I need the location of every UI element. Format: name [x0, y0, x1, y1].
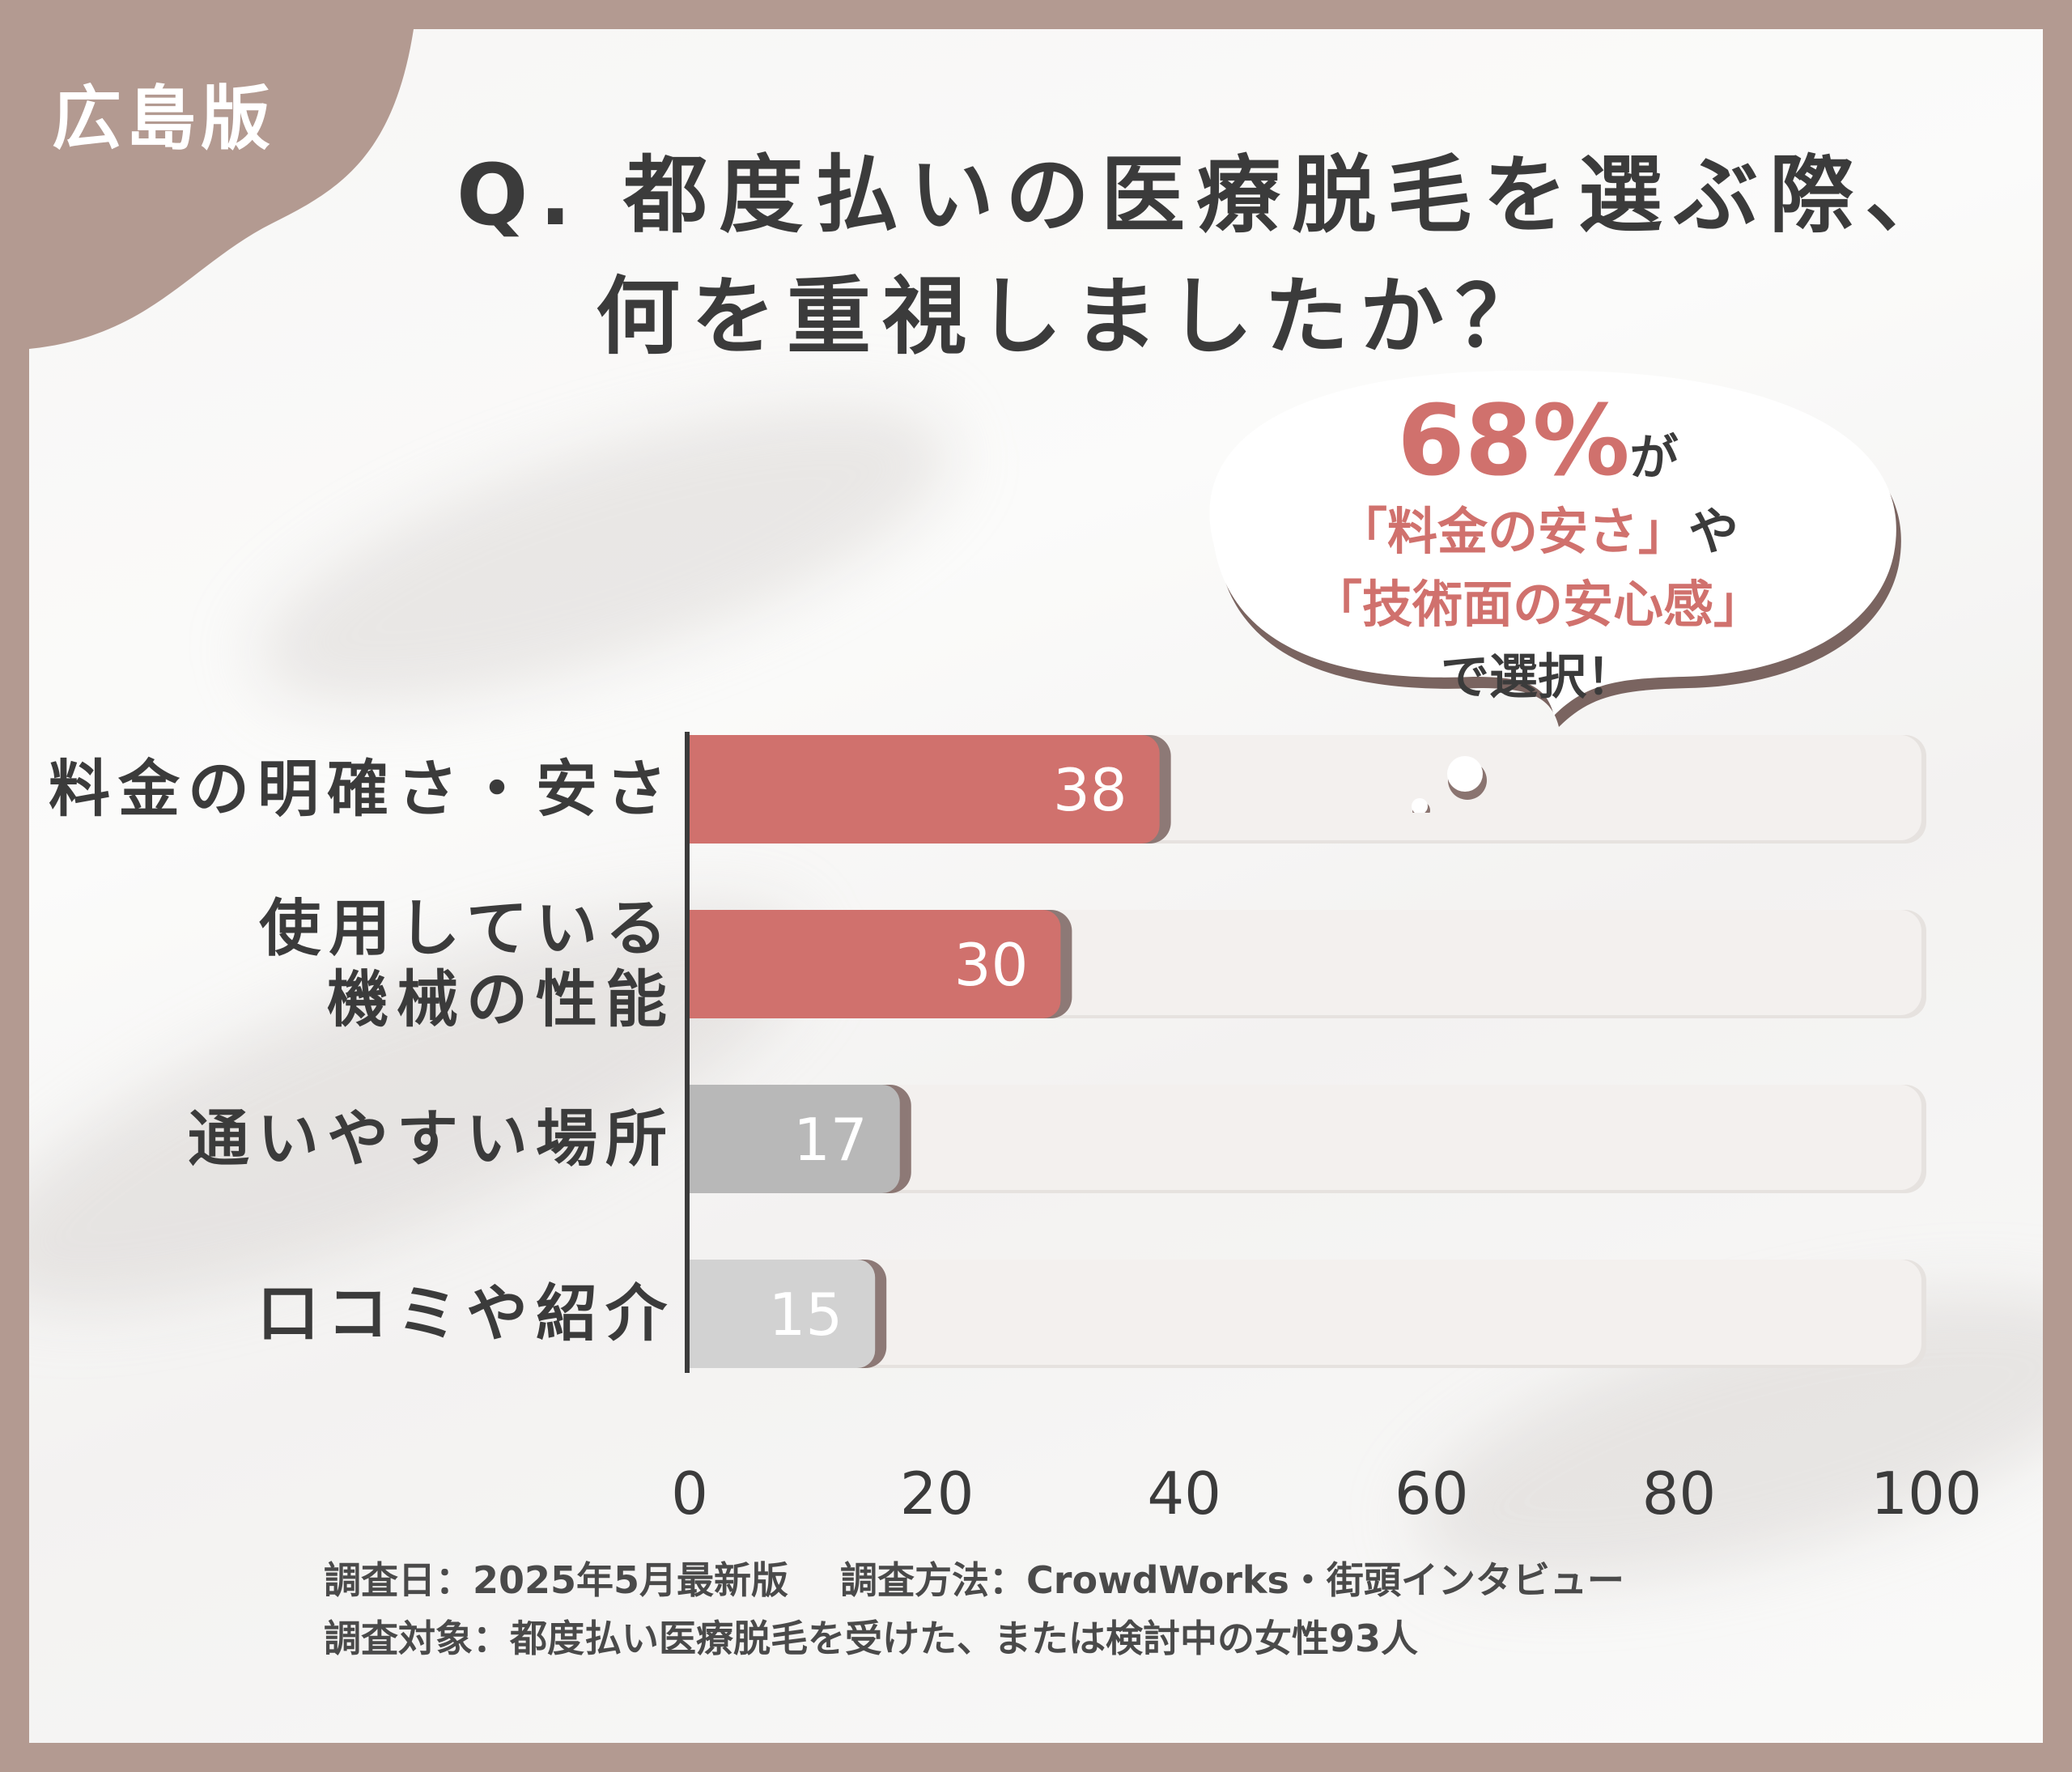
category-label-line: 料金の明確さ・安さ [49, 753, 675, 825]
bar-value-label: 17 [793, 1106, 868, 1174]
category-label: 口コミや紹介 [257, 1278, 675, 1349]
category-label: 使用している 機械の性能 [259, 893, 675, 1035]
y-axis-line [685, 732, 690, 1373]
x-tick-label: 60 [1395, 1460, 1469, 1528]
footer-line-1: 調査日：2025年5月最新版 調査方法：CrowdWorks・街頭インタビュー [324, 1551, 1624, 1604]
category-label-line: 口コミや紹介 [257, 1277, 675, 1349]
bar-track [690, 1085, 1921, 1190]
survey-method: 調査方法：CrowdWorks・街頭インタビュー [840, 1558, 1624, 1602]
bar-15 [690, 1260, 876, 1368]
bar-30 [690, 910, 1061, 1018]
callout-line-3: 「技術面の安心感」 [1174, 563, 1902, 636]
bar-left-edge [690, 1085, 714, 1193]
callout-tech-highlight: 「技術面の安心感」 [1311, 575, 1764, 634]
callout-line-2-suffix: や [1688, 502, 1739, 561]
x-tick-label: 80 [1642, 1460, 1717, 1528]
category-label: 通いやすい場所 [188, 1103, 675, 1175]
survey-date: 調査日：2025年5月最新版 [324, 1558, 789, 1602]
bar-value-label: 15 [769, 1281, 843, 1349]
callout-line-2: 「料金の安さ」や [1174, 491, 1902, 563]
callout-percent-suffix: が [1629, 430, 1679, 487]
category-label-line: 使用している [259, 892, 675, 964]
callout-percent: 68% [1397, 385, 1630, 498]
bar-value-label: 38 [1053, 756, 1127, 824]
infographic-card: 広島版 Q. 都度払いの医療脱毛を選ぶ際、 何を重視しましたか？ 68%が 「料… [29, 29, 2043, 1743]
bar-left-edge [690, 910, 714, 1018]
survey-target: 調査対象：都度払い医療脱毛を受けた、または検討中の女性93人 [324, 1617, 1419, 1660]
category-label: 料金の明確さ・安さ [49, 754, 675, 825]
x-tick-label: 0 [671, 1460, 708, 1528]
callout-bubble [1209, 370, 1901, 813]
bar-value-label: 30 [954, 931, 1029, 999]
bar-38 [690, 735, 1160, 844]
x-tick-label: 40 [1147, 1460, 1221, 1528]
bar-17 [690, 1085, 900, 1193]
x-tick-label: 20 [900, 1460, 974, 1528]
x-tick-label: 100 [1870, 1460, 1981, 1528]
callout-line-4: で選択！ [1441, 649, 1635, 706]
question-title-line-2: 何を重視しましたか？ [596, 267, 1552, 366]
callout-percent-line: 68%が [1174, 385, 1902, 498]
callout-price-highlight: 「料金の安さ」 [1336, 502, 1688, 561]
bar-left-edge [690, 1260, 714, 1368]
category-label-line: 機械の性能 [327, 963, 675, 1035]
question-title-line-1: Q. 都度払いの医療脱毛を選ぶ際、 [456, 146, 1961, 244]
region-tab-shape [29, 29, 414, 349]
bar-track [690, 1260, 1921, 1365]
region-label: 広島版 [52, 79, 275, 159]
bar-chart: 38 30 17 15 0 20 40 60 80 100 [671, 732, 1982, 1528]
bar-left-edge [690, 735, 714, 844]
category-label-line: 通いやすい場所 [188, 1103, 675, 1175]
